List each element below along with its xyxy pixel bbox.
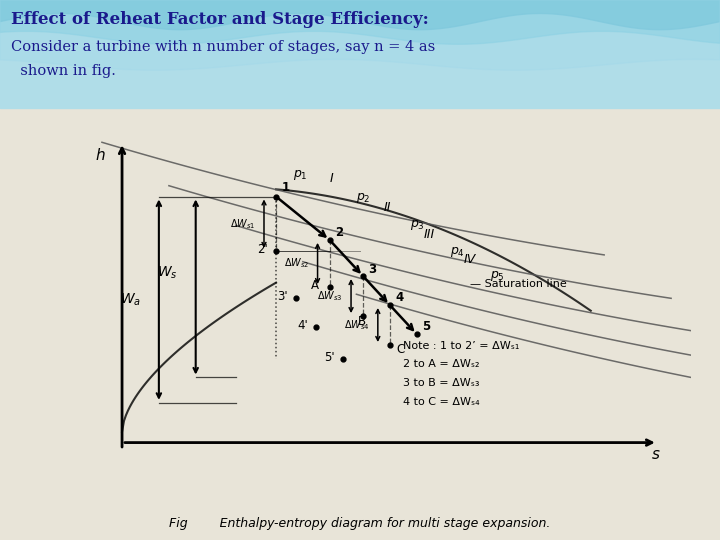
Text: $W_s$: $W_s$ <box>157 265 178 281</box>
Text: $\Delta W_{s3}$: $\Delta W_{s3}$ <box>318 289 343 303</box>
Text: Consider a turbine with n number of stages, say n = 4 as: Consider a turbine with n number of stag… <box>11 40 435 55</box>
Text: B: B <box>358 315 366 328</box>
Text: $\Delta W_{s4}$: $\Delta W_{s4}$ <box>344 318 370 332</box>
Text: 3 to B = ΔWₛ₃: 3 to B = ΔWₛ₃ <box>403 378 480 388</box>
Text: Note : 1 to 2’ = ΔWₛ₁: Note : 1 to 2’ = ΔWₛ₁ <box>403 341 520 350</box>
Text: III: III <box>423 228 435 241</box>
Text: C: C <box>397 343 405 356</box>
Text: I: I <box>330 172 333 185</box>
Text: — Saturation line: — Saturation line <box>470 279 567 289</box>
Text: $h$: $h$ <box>95 147 106 164</box>
Text: $W_a$: $W_a$ <box>120 292 141 308</box>
Text: $\Delta W_{s1}$: $\Delta W_{s1}$ <box>230 217 256 231</box>
Text: $p_2$: $p_2$ <box>356 191 371 205</box>
Text: $p_4$: $p_4$ <box>450 246 465 259</box>
Text: $p_5$: $p_5$ <box>490 269 505 283</box>
Text: shown in fig.: shown in fig. <box>11 64 116 78</box>
Text: $p_1$: $p_1$ <box>293 167 307 181</box>
Text: 4': 4' <box>297 319 308 332</box>
Bar <box>0 0 720 108</box>
Text: Fig        Enthalpy-entropy diagram for multi stage expansion.: Fig Enthalpy-entropy diagram for multi s… <box>169 517 551 530</box>
Text: A: A <box>311 279 319 292</box>
Text: 3': 3' <box>277 289 288 303</box>
Text: $\Delta W_{s2}$: $\Delta W_{s2}$ <box>284 256 310 271</box>
Text: II: II <box>383 201 391 214</box>
Text: 2 to A = ΔWₛ₂: 2 to A = ΔWₛ₂ <box>403 359 480 369</box>
Text: $s$: $s$ <box>651 447 661 462</box>
Text: 1: 1 <box>282 181 289 194</box>
Text: 5: 5 <box>422 320 431 333</box>
Text: $p_3$: $p_3$ <box>410 218 425 232</box>
Text: 2': 2' <box>257 242 268 255</box>
Text: IV: IV <box>464 253 476 267</box>
Text: 3: 3 <box>369 262 377 275</box>
Text: Effect of Reheat Factor and Stage Efficiency:: Effect of Reheat Factor and Stage Effici… <box>11 11 428 28</box>
Text: 4: 4 <box>395 292 403 305</box>
Text: 5': 5' <box>324 351 335 364</box>
Text: 4 to C = ΔWₛ₄: 4 to C = ΔWₛ₄ <box>403 397 480 407</box>
Text: 2: 2 <box>335 226 343 239</box>
